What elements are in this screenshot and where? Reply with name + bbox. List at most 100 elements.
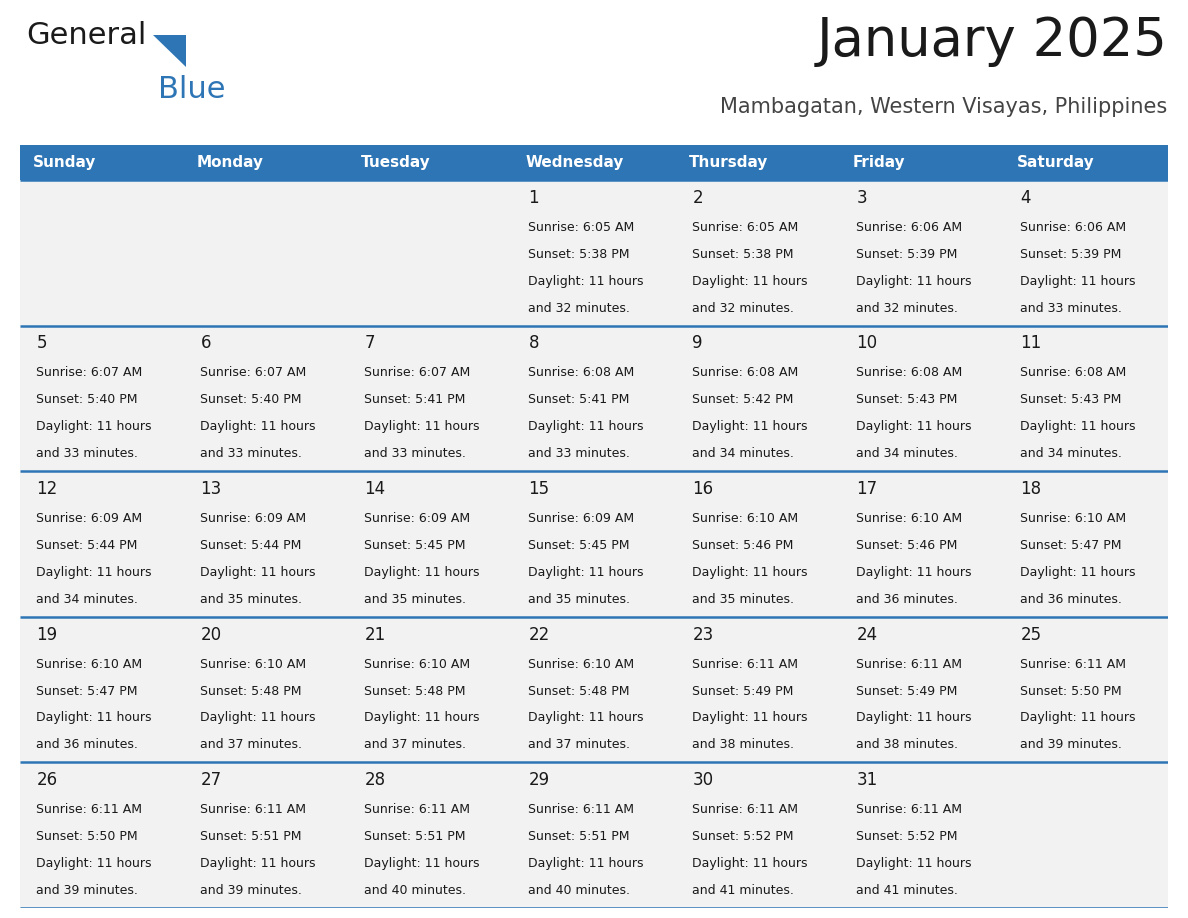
- Text: 26: 26: [37, 771, 57, 789]
- Text: Sunset: 5:52 PM: Sunset: 5:52 PM: [693, 830, 794, 843]
- Text: and 35 minutes.: and 35 minutes.: [365, 593, 467, 606]
- Text: Sunrise: 6:07 AM: Sunrise: 6:07 AM: [201, 366, 307, 379]
- Bar: [20, 763, 1168, 908]
- Bar: [676, 145, 840, 180]
- Text: Sunrise: 6:08 AM: Sunrise: 6:08 AM: [693, 366, 798, 379]
- Text: Sunset: 5:50 PM: Sunset: 5:50 PM: [37, 830, 138, 843]
- Text: 29: 29: [529, 771, 550, 789]
- Text: Daylight: 11 hours: Daylight: 11 hours: [857, 565, 972, 579]
- Text: 27: 27: [201, 771, 221, 789]
- Text: and 33 minutes.: and 33 minutes.: [1020, 302, 1123, 315]
- Text: 23: 23: [693, 625, 714, 644]
- Text: Daylight: 11 hours: Daylight: 11 hours: [37, 565, 152, 579]
- Text: Daylight: 11 hours: Daylight: 11 hours: [529, 857, 644, 870]
- Text: Sunset: 5:42 PM: Sunset: 5:42 PM: [693, 393, 794, 407]
- Text: Sunset: 5:43 PM: Sunset: 5:43 PM: [857, 393, 958, 407]
- Text: Sunset: 5:38 PM: Sunset: 5:38 PM: [693, 248, 794, 261]
- Text: Tuesday: Tuesday: [361, 155, 431, 170]
- Text: 22: 22: [529, 625, 550, 644]
- Text: Daylight: 11 hours: Daylight: 11 hours: [529, 274, 644, 287]
- Text: 14: 14: [365, 480, 386, 498]
- Text: 12: 12: [37, 480, 58, 498]
- Text: Sunrise: 6:11 AM: Sunrise: 6:11 AM: [693, 657, 798, 670]
- Text: 11: 11: [1020, 334, 1042, 353]
- Text: Sunset: 5:51 PM: Sunset: 5:51 PM: [201, 830, 302, 843]
- Text: 9: 9: [693, 334, 703, 353]
- Text: Sunset: 5:52 PM: Sunset: 5:52 PM: [857, 830, 958, 843]
- Text: Daylight: 11 hours: Daylight: 11 hours: [857, 711, 972, 724]
- Bar: [20, 180, 1168, 326]
- Bar: [840, 145, 1004, 180]
- Text: and 39 minutes.: and 39 minutes.: [37, 884, 138, 897]
- Text: Daylight: 11 hours: Daylight: 11 hours: [693, 857, 808, 870]
- Text: 6: 6: [201, 334, 211, 353]
- Text: and 36 minutes.: and 36 minutes.: [1020, 593, 1123, 606]
- Text: Sunrise: 6:11 AM: Sunrise: 6:11 AM: [1020, 657, 1126, 670]
- Text: Sunrise: 6:05 AM: Sunrise: 6:05 AM: [529, 220, 634, 234]
- Text: and 37 minutes.: and 37 minutes.: [201, 738, 303, 751]
- Text: Daylight: 11 hours: Daylight: 11 hours: [201, 857, 316, 870]
- Text: 13: 13: [201, 480, 222, 498]
- Text: Daylight: 11 hours: Daylight: 11 hours: [857, 420, 972, 433]
- Text: Sunset: 5:39 PM: Sunset: 5:39 PM: [857, 248, 958, 261]
- Text: and 38 minutes.: and 38 minutes.: [693, 738, 795, 751]
- Text: Sunrise: 6:10 AM: Sunrise: 6:10 AM: [693, 512, 798, 525]
- Text: Sunset: 5:43 PM: Sunset: 5:43 PM: [1020, 393, 1121, 407]
- Text: Sunset: 5:44 PM: Sunset: 5:44 PM: [37, 539, 138, 552]
- Text: and 41 minutes.: and 41 minutes.: [857, 884, 959, 897]
- Text: Daylight: 11 hours: Daylight: 11 hours: [693, 274, 808, 287]
- Text: Daylight: 11 hours: Daylight: 11 hours: [1020, 420, 1136, 433]
- Text: Sunrise: 6:11 AM: Sunrise: 6:11 AM: [857, 803, 962, 816]
- Text: Daylight: 11 hours: Daylight: 11 hours: [201, 420, 316, 433]
- Text: Saturday: Saturday: [1017, 155, 1095, 170]
- Polygon shape: [153, 35, 187, 67]
- Text: 30: 30: [693, 771, 714, 789]
- Text: Sunset: 5:41 PM: Sunset: 5:41 PM: [529, 393, 630, 407]
- Text: Sunrise: 6:11 AM: Sunrise: 6:11 AM: [857, 657, 962, 670]
- Text: and 40 minutes.: and 40 minutes.: [529, 884, 631, 897]
- Bar: [184, 145, 348, 180]
- Text: and 34 minutes.: and 34 minutes.: [693, 447, 795, 460]
- Text: Sunset: 5:39 PM: Sunset: 5:39 PM: [1020, 248, 1121, 261]
- Text: Sunset: 5:50 PM: Sunset: 5:50 PM: [1020, 685, 1121, 698]
- Text: and 32 minutes.: and 32 minutes.: [529, 302, 631, 315]
- Text: Daylight: 11 hours: Daylight: 11 hours: [201, 565, 316, 579]
- Text: Daylight: 11 hours: Daylight: 11 hours: [857, 274, 972, 287]
- Text: 24: 24: [857, 625, 878, 644]
- Text: Sunset: 5:41 PM: Sunset: 5:41 PM: [365, 393, 466, 407]
- Text: Sunset: 5:38 PM: Sunset: 5:38 PM: [529, 248, 630, 261]
- Text: Sunrise: 6:10 AM: Sunrise: 6:10 AM: [857, 512, 962, 525]
- Text: Daylight: 11 hours: Daylight: 11 hours: [693, 420, 808, 433]
- Text: Daylight: 11 hours: Daylight: 11 hours: [1020, 565, 1136, 579]
- Text: 21: 21: [365, 625, 386, 644]
- Text: 17: 17: [857, 480, 878, 498]
- Text: Daylight: 11 hours: Daylight: 11 hours: [365, 857, 480, 870]
- Text: Sunrise: 6:06 AM: Sunrise: 6:06 AM: [857, 220, 962, 234]
- Text: Sunrise: 6:11 AM: Sunrise: 6:11 AM: [365, 803, 470, 816]
- Text: Daylight: 11 hours: Daylight: 11 hours: [693, 565, 808, 579]
- Text: Sunset: 5:46 PM: Sunset: 5:46 PM: [857, 539, 958, 552]
- Text: and 33 minutes.: and 33 minutes.: [37, 447, 138, 460]
- Text: Sunset: 5:45 PM: Sunset: 5:45 PM: [529, 539, 630, 552]
- Text: 7: 7: [365, 334, 375, 353]
- Text: Wednesday: Wednesday: [525, 155, 624, 170]
- Text: Sunday: Sunday: [33, 155, 96, 170]
- Text: Daylight: 11 hours: Daylight: 11 hours: [1020, 274, 1136, 287]
- Text: Sunrise: 6:11 AM: Sunrise: 6:11 AM: [201, 803, 307, 816]
- Text: Sunrise: 6:08 AM: Sunrise: 6:08 AM: [857, 366, 962, 379]
- Text: Sunrise: 6:09 AM: Sunrise: 6:09 AM: [37, 512, 143, 525]
- Text: and 35 minutes.: and 35 minutes.: [201, 593, 303, 606]
- Bar: [20, 145, 184, 180]
- Text: Sunrise: 6:09 AM: Sunrise: 6:09 AM: [201, 512, 307, 525]
- Text: Sunset: 5:49 PM: Sunset: 5:49 PM: [693, 685, 794, 698]
- Text: and 41 minutes.: and 41 minutes.: [693, 884, 795, 897]
- Text: Sunrise: 6:09 AM: Sunrise: 6:09 AM: [529, 512, 634, 525]
- Text: Sunrise: 6:11 AM: Sunrise: 6:11 AM: [693, 803, 798, 816]
- Text: Sunset: 5:49 PM: Sunset: 5:49 PM: [857, 685, 958, 698]
- Text: 1: 1: [529, 189, 539, 207]
- Text: Sunset: 5:40 PM: Sunset: 5:40 PM: [37, 393, 138, 407]
- Text: Sunset: 5:47 PM: Sunset: 5:47 PM: [37, 685, 138, 698]
- Text: Daylight: 11 hours: Daylight: 11 hours: [857, 857, 972, 870]
- Bar: [20, 326, 1168, 471]
- Text: and 38 minutes.: and 38 minutes.: [857, 738, 959, 751]
